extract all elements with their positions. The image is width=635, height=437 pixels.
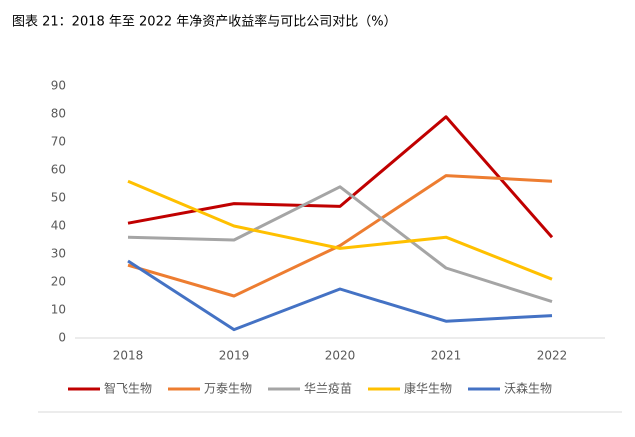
legend-label: 智飞生物	[104, 381, 152, 396]
legend-label: 沃森生物	[504, 381, 552, 396]
x-tick-label: 2020	[325, 349, 356, 363]
y-tick-label: 40	[51, 219, 66, 233]
legend-label: 万泰生物	[204, 382, 252, 396]
series-line	[127, 185, 553, 304]
legend-label: 康华生物	[404, 381, 452, 396]
y-tick-label: 90	[51, 79, 66, 93]
x-tick-label: 2019	[219, 349, 250, 363]
y-tick-label: 10	[51, 303, 66, 317]
series-line	[127, 259, 553, 332]
legend-label: 华兰疫苗	[304, 381, 352, 396]
y-tick-label: 30	[51, 247, 66, 261]
y-tick-label: 80	[51, 107, 66, 121]
y-tick-label: 20	[51, 275, 66, 289]
y-tick-label: 70	[51, 135, 66, 149]
y-tick-label: 0	[58, 331, 66, 345]
x-tick-label: 2021	[431, 349, 462, 363]
x-tick-label: 2018	[113, 349, 144, 363]
x-tick-label: 2022	[537, 349, 568, 363]
chart-title: 图表 21：2018 年至 2022 年净资产收益率与可比公司对比（%）	[12, 14, 397, 30]
y-tick-label: 60	[51, 163, 66, 177]
series-line	[127, 174, 553, 298]
y-tick-label: 50	[51, 191, 66, 205]
series-line	[127, 179, 553, 281]
